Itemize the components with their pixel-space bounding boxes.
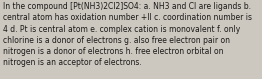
Text: In the compound [Pt(NH3)2Cl2]SO4: a. NH3 and Cl are ligands b.
central atom has : In the compound [Pt(NH3)2Cl2]SO4: a. NH3… [3, 2, 252, 67]
